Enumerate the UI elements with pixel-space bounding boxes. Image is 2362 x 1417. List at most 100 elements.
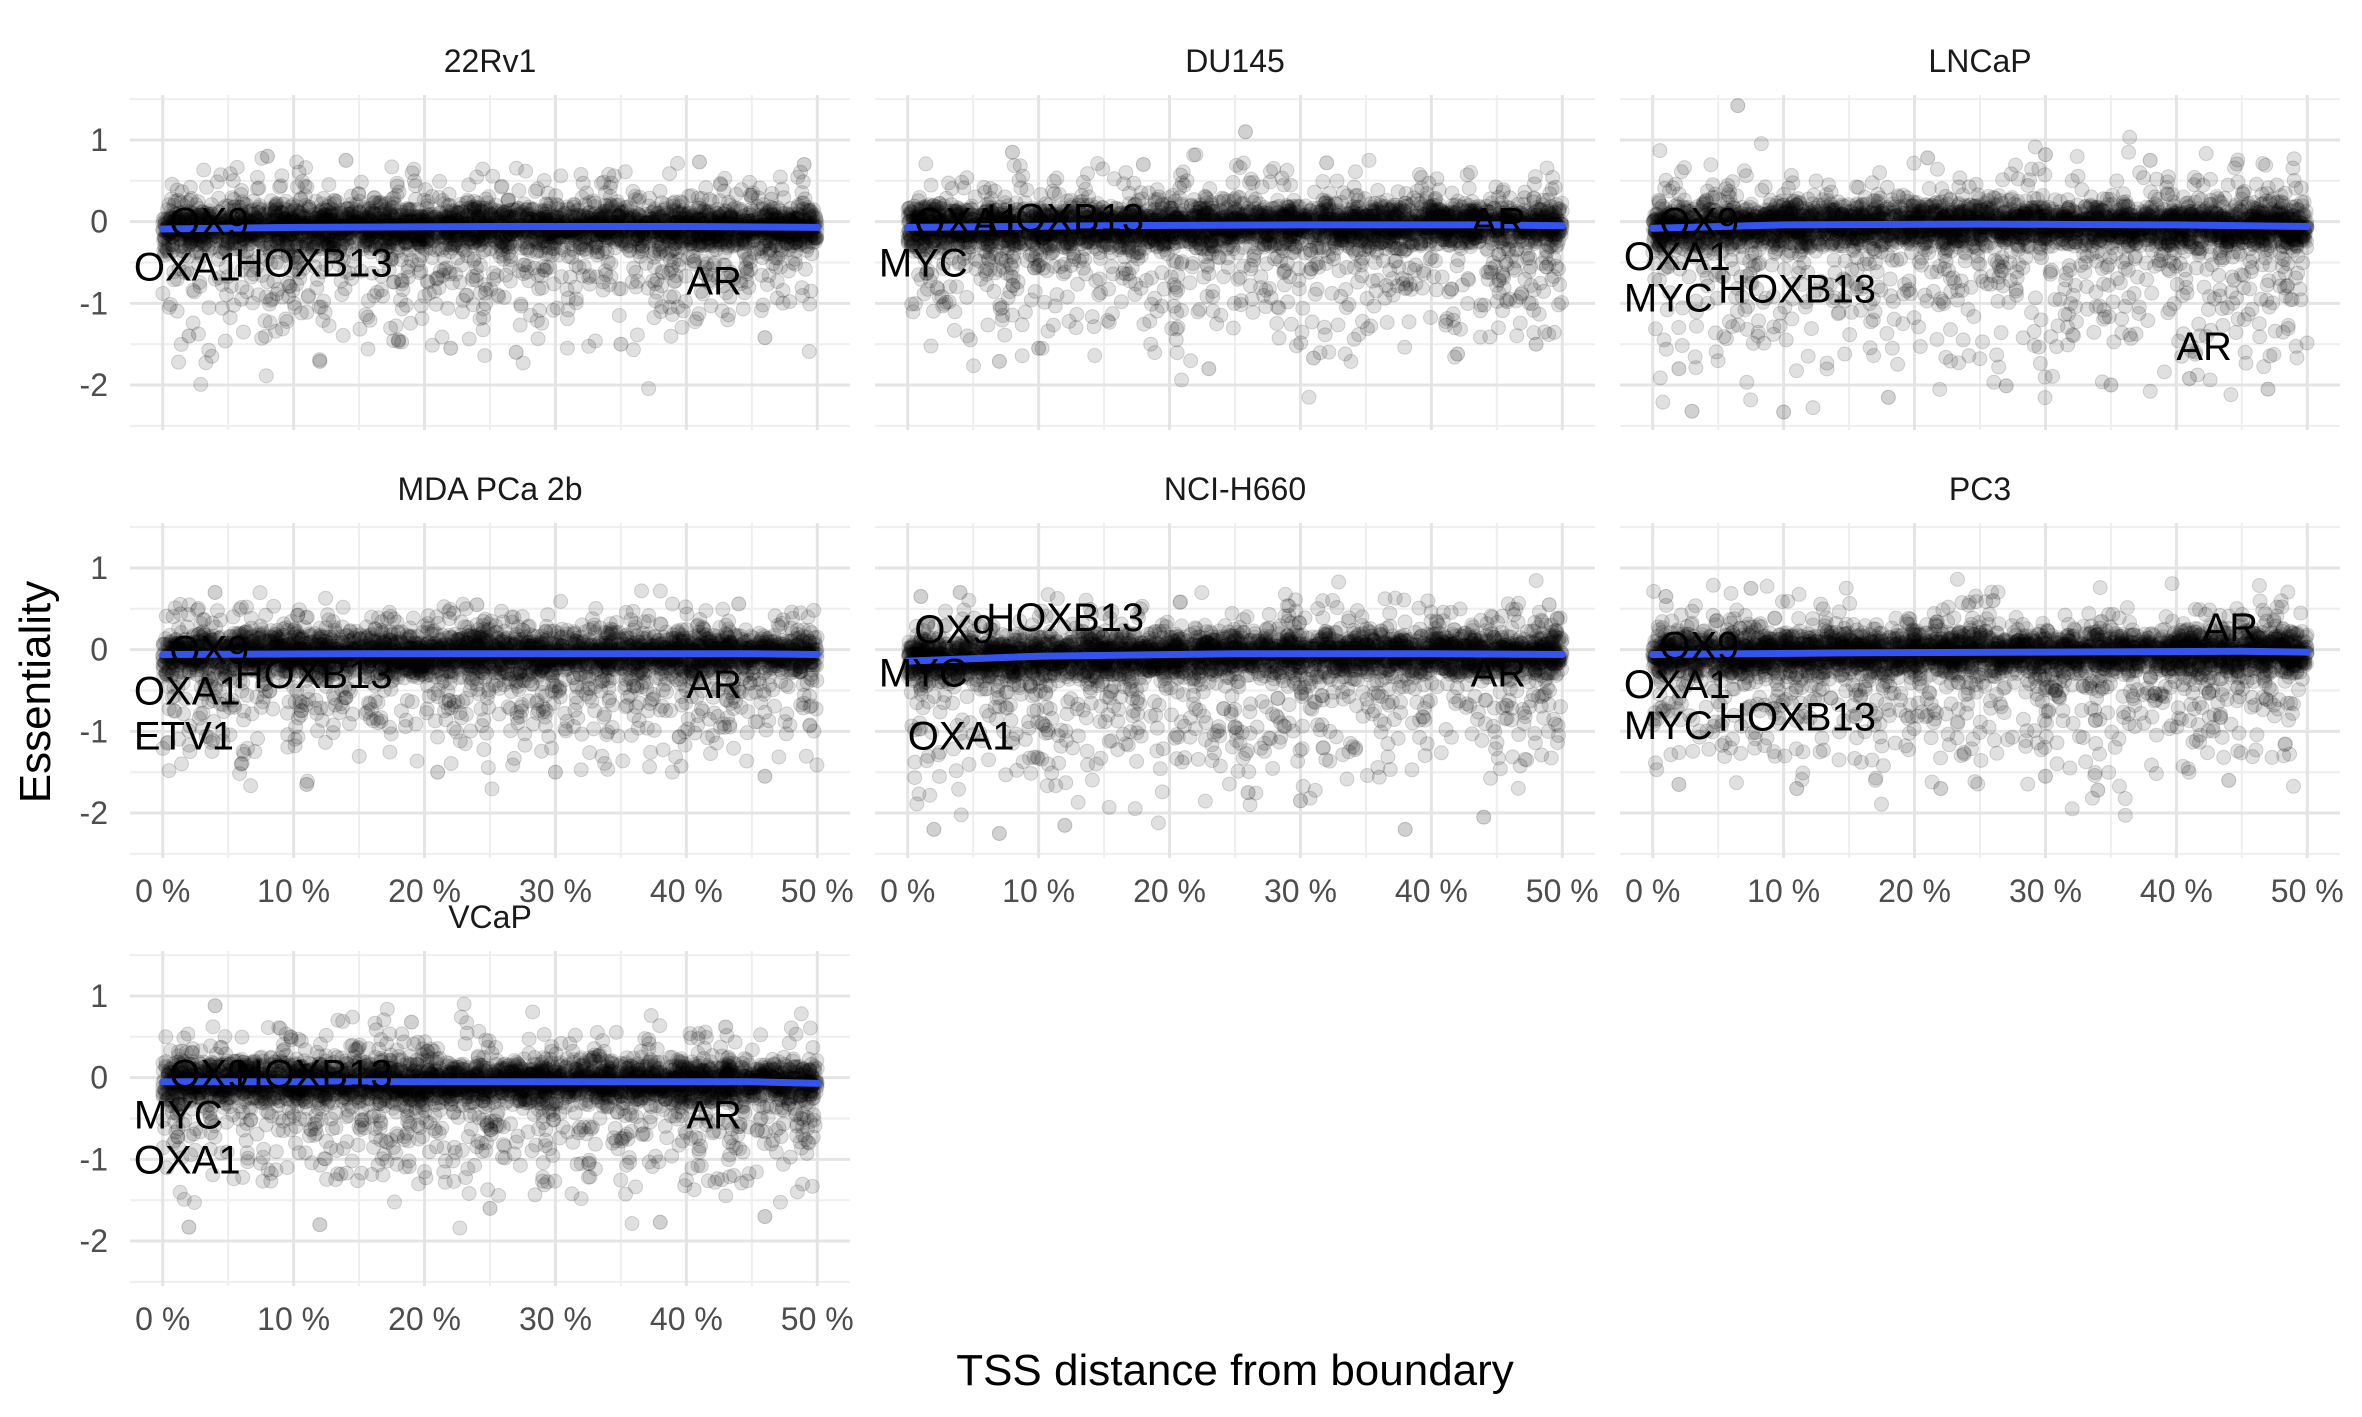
- data-point: [608, 231, 624, 247]
- data-point: [258, 368, 274, 384]
- data-point: [666, 229, 682, 245]
- data-point: [363, 237, 379, 253]
- data-point: [741, 279, 757, 295]
- data-point: [351, 204, 367, 220]
- facet-title: 22Rv1: [444, 43, 537, 79]
- data-point: [692, 234, 708, 250]
- data-point: [671, 230, 687, 246]
- data-point: [455, 292, 471, 308]
- data-point: [672, 194, 688, 210]
- data-point: [610, 208, 626, 224]
- data-point: [443, 210, 459, 226]
- data-point: [313, 196, 329, 212]
- gene-label: OXA1: [134, 246, 241, 290]
- data-point: [693, 235, 709, 251]
- data-point: [394, 301, 410, 317]
- data-point: [289, 231, 305, 247]
- outlier-point: [390, 332, 406, 348]
- data-point: [662, 232, 678, 248]
- data-point: [698, 206, 714, 222]
- data-point: [172, 204, 188, 220]
- data-point: [790, 206, 806, 222]
- data-point: [759, 204, 775, 220]
- data-point: [808, 231, 824, 247]
- data-point: [795, 287, 811, 303]
- y-tick-label: 0: [90, 204, 108, 240]
- data-point: [386, 233, 402, 249]
- data-point: [398, 235, 414, 251]
- data-point: [698, 237, 714, 253]
- data-point: [297, 197, 313, 213]
- data-point: [674, 319, 690, 335]
- data-point: [338, 241, 354, 257]
- data-point: [612, 207, 628, 223]
- data-point: [391, 240, 407, 256]
- data-point: [800, 199, 816, 215]
- data-point: [356, 201, 372, 217]
- data-point: [667, 236, 683, 252]
- data-point: [452, 196, 468, 212]
- data-point: [348, 202, 364, 218]
- data-point: [693, 203, 709, 219]
- data-point: [325, 235, 341, 251]
- data-point: [768, 237, 784, 253]
- data-point: [177, 204, 193, 220]
- data-point: [272, 233, 288, 249]
- data-point: [169, 182, 185, 198]
- data-point: [712, 235, 728, 251]
- data-point: [319, 207, 335, 223]
- data-point: [370, 230, 386, 246]
- data-point: [339, 235, 355, 251]
- data-point: [700, 230, 716, 246]
- data-point: [163, 203, 179, 219]
- data-point: [347, 246, 363, 262]
- data-point: [499, 206, 515, 222]
- data-point: [681, 205, 697, 221]
- data-point: [596, 205, 612, 221]
- data-point: [707, 233, 723, 249]
- data-point: [538, 206, 554, 222]
- data-point: [318, 237, 334, 253]
- data-point: [162, 246, 178, 262]
- data-point: [321, 318, 337, 334]
- data-point: [529, 313, 545, 329]
- data-point: [394, 276, 410, 292]
- data-point: [477, 348, 493, 364]
- data-point: [559, 340, 575, 356]
- data-point: [274, 204, 290, 220]
- data-point: [772, 203, 788, 219]
- data-point: [201, 243, 217, 259]
- data-point: [538, 246, 554, 262]
- data-point: [609, 232, 625, 248]
- data-point: [454, 204, 470, 220]
- data-point: [795, 235, 811, 251]
- data-point: [268, 198, 284, 214]
- data-point: [225, 173, 241, 189]
- data-point: [587, 206, 603, 222]
- data-point: [466, 200, 482, 216]
- data-point: [581, 338, 597, 354]
- data-point: [779, 236, 795, 252]
- data-point: [708, 242, 724, 258]
- data-point: [328, 208, 344, 224]
- data-point: [519, 234, 535, 250]
- data-point: [494, 234, 510, 250]
- data-point: [770, 200, 786, 216]
- data-point: [534, 203, 550, 219]
- data-point: [263, 202, 279, 218]
- data-point: [682, 236, 698, 252]
- data-point: [447, 236, 463, 252]
- data-point: [232, 235, 248, 251]
- data-point: [160, 202, 176, 218]
- data-point: [545, 302, 561, 318]
- data-point: [730, 231, 746, 247]
- data-point: [437, 196, 453, 212]
- data-point: [244, 206, 260, 222]
- data-point: [630, 273, 646, 289]
- data-point: [509, 202, 525, 218]
- data-point: [464, 238, 480, 254]
- data-point: [458, 195, 474, 211]
- data-point: [774, 230, 790, 246]
- data-point: [271, 231, 287, 247]
